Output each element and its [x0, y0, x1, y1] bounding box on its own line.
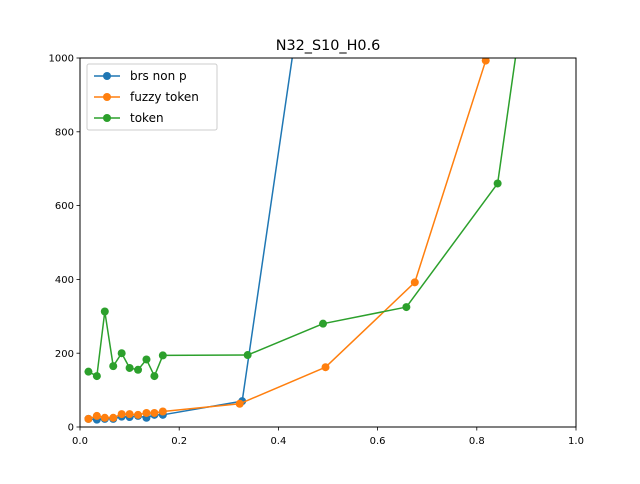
- legend-label: brs non p: [130, 69, 187, 83]
- data-point-token: [150, 372, 159, 381]
- data-point-fuzzy-token: [321, 363, 330, 372]
- chart-title: N32_S10_H0.6: [276, 38, 381, 54]
- data-point-token: [493, 179, 502, 188]
- data-point-fuzzy-token: [84, 414, 93, 423]
- y-tick-label: 200: [55, 349, 74, 360]
- data-point-token: [134, 365, 143, 374]
- legend: brs non p fuzzy token token: [86, 63, 218, 131]
- x-tick-label: 0.4: [270, 436, 286, 447]
- legend-marker: [103, 93, 111, 101]
- data-point-fuzzy-token: [410, 278, 419, 287]
- data-point-token: [243, 351, 252, 360]
- data-point-token: [117, 349, 126, 358]
- y-tick-label: 600: [55, 201, 74, 212]
- plot-frame: [79, 57, 577, 428]
- legend-marker: [103, 72, 111, 80]
- data-point-token: [158, 351, 167, 360]
- data-point-token: [319, 319, 328, 328]
- legend-marker: [103, 114, 111, 122]
- data-point-fuzzy-token: [235, 399, 244, 408]
- data-point-fuzzy-token: [100, 413, 109, 422]
- y-axis: 0 200 400 600 800 1000: [49, 54, 80, 434]
- x-tick-label: 0.0: [72, 436, 88, 447]
- data-point-fuzzy-token: [109, 413, 118, 422]
- data-point-token: [125, 363, 134, 372]
- legend-label: token: [130, 111, 164, 125]
- data-point-fuzzy-token: [158, 407, 167, 416]
- legend-box: [86, 63, 218, 131]
- data-point-fuzzy-token: [142, 408, 151, 417]
- legend-item-brs-non-p: brs non p: [94, 69, 187, 83]
- series-token: [84, 58, 517, 381]
- series-layer: [84, 58, 517, 424]
- data-point-fuzzy-token: [481, 58, 490, 65]
- y-tick-label: 1000: [49, 54, 74, 65]
- legend-label: fuzzy token: [130, 90, 199, 104]
- x-tick-label: 0.2: [171, 436, 187, 447]
- y-tick-label: 0: [68, 423, 74, 434]
- data-point-fuzzy-token: [150, 408, 159, 417]
- x-tick-label: 0.8: [469, 436, 485, 447]
- data-point-fuzzy-token: [92, 411, 101, 420]
- data-point-fuzzy-token: [125, 410, 134, 419]
- x-axis: 0.0 0.2 0.4 0.6 0.8 1.0: [72, 427, 584, 447]
- y-tick-label: 800: [55, 127, 74, 138]
- x-tick-label: 1.0: [568, 436, 584, 447]
- x-tick-label: 0.6: [370, 436, 386, 447]
- y-tick-label: 400: [55, 275, 74, 286]
- data-point-token: [84, 367, 93, 376]
- legend-item-token: token: [94, 111, 164, 125]
- data-point-token: [92, 372, 101, 381]
- data-point-fuzzy-token: [134, 410, 143, 419]
- data-point-token: [109, 362, 118, 371]
- data-point-token: [402, 303, 411, 312]
- data-point-token: [100, 307, 109, 316]
- data-point-fuzzy-token: [117, 410, 126, 419]
- legend-item-fuzzy-token: fuzzy token: [94, 90, 199, 104]
- data-point-token: [142, 355, 151, 364]
